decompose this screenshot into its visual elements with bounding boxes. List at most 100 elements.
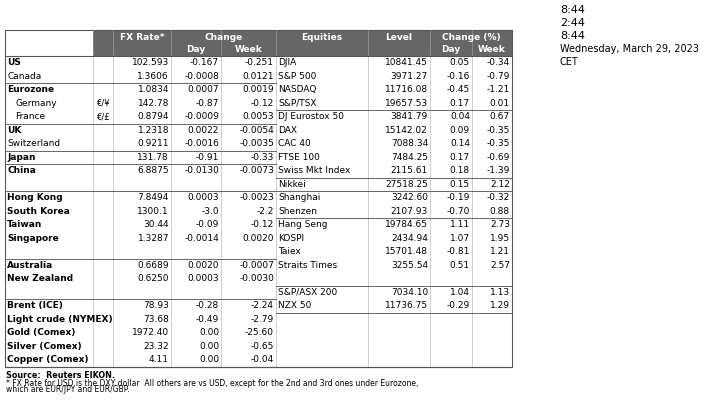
Text: 0.00: 0.00 <box>199 328 219 337</box>
Text: 11736.75: 11736.75 <box>385 301 428 310</box>
Text: 0.0053: 0.0053 <box>242 112 274 121</box>
Text: -0.0016: -0.0016 <box>184 139 219 148</box>
Text: -0.91: -0.91 <box>196 153 219 162</box>
Text: 8:44: 8:44 <box>560 5 585 15</box>
Text: -0.0035: -0.0035 <box>239 139 274 148</box>
Text: 0.17: 0.17 <box>450 99 470 108</box>
Text: Taiwan: Taiwan <box>7 220 42 229</box>
Text: 0.00: 0.00 <box>199 355 219 364</box>
Text: FX Rate*: FX Rate* <box>119 32 164 42</box>
Text: UK: UK <box>7 126 21 135</box>
Text: 2.73: 2.73 <box>490 220 510 229</box>
Text: -0.0073: -0.0073 <box>239 166 274 175</box>
Text: 7484.25: 7484.25 <box>391 153 428 162</box>
Text: 131.78: 131.78 <box>137 153 169 162</box>
Text: -0.34: -0.34 <box>487 58 510 67</box>
Text: -0.32: -0.32 <box>487 193 510 202</box>
Text: -0.04: -0.04 <box>251 355 274 364</box>
Text: 1.2318: 1.2318 <box>137 126 169 135</box>
Text: 0.88: 0.88 <box>490 207 510 216</box>
Text: -0.0009: -0.0009 <box>184 112 219 121</box>
Text: 0.0020: 0.0020 <box>242 234 274 243</box>
Text: 0.6689: 0.6689 <box>137 261 169 270</box>
Text: South Korea: South Korea <box>7 207 70 216</box>
Text: €/£: €/£ <box>97 112 109 121</box>
Text: NZX 50: NZX 50 <box>278 301 311 310</box>
Text: Source:  Reuters EIKON.: Source: Reuters EIKON. <box>6 370 115 380</box>
Text: Swiss Mkt Index: Swiss Mkt Index <box>278 166 350 175</box>
Text: 0.0003: 0.0003 <box>187 193 219 202</box>
Text: DJIA: DJIA <box>278 58 296 67</box>
Text: Australia: Australia <box>7 261 53 270</box>
Text: Canada: Canada <box>7 72 41 81</box>
Text: US: US <box>7 58 21 67</box>
Text: Eurozone: Eurozone <box>7 85 54 94</box>
Text: 19784.65: 19784.65 <box>385 220 428 229</box>
Text: 142.78: 142.78 <box>137 99 169 108</box>
Text: Equities: Equities <box>302 32 342 42</box>
Text: -0.29: -0.29 <box>447 301 470 310</box>
Text: S&P/TSX: S&P/TSX <box>278 99 317 108</box>
Text: Silver (Comex): Silver (Comex) <box>7 342 82 351</box>
Text: Shanghai: Shanghai <box>278 193 320 202</box>
Text: 0.8794: 0.8794 <box>137 112 169 121</box>
Text: 0.18: 0.18 <box>450 166 470 175</box>
Text: Straits Times: Straits Times <box>278 261 337 270</box>
Bar <box>5 30 512 366</box>
Text: Change: Change <box>204 32 242 42</box>
Text: Week: Week <box>235 46 262 54</box>
Text: -2.2: -2.2 <box>257 207 274 216</box>
Text: -0.70: -0.70 <box>447 207 470 216</box>
Text: Wednesday, March 29, 2023: Wednesday, March 29, 2023 <box>560 44 699 54</box>
Text: 0.0121: 0.0121 <box>242 72 274 81</box>
Text: Change (%): Change (%) <box>442 32 500 42</box>
Text: 0.6250: 0.6250 <box>137 274 169 283</box>
Text: -0.35: -0.35 <box>487 126 510 135</box>
Text: -0.49: -0.49 <box>196 315 219 324</box>
Text: -0.65: -0.65 <box>251 342 274 351</box>
Text: 3242.60: 3242.60 <box>391 193 428 202</box>
Text: 0.15: 0.15 <box>450 180 470 189</box>
Text: 19657.53: 19657.53 <box>385 99 428 108</box>
Text: CAC 40: CAC 40 <box>278 139 311 148</box>
Text: S&P 500: S&P 500 <box>278 72 316 81</box>
Text: New Zealand: New Zealand <box>7 274 73 283</box>
Text: 0.05: 0.05 <box>450 58 470 67</box>
Text: 30.44: 30.44 <box>144 220 169 229</box>
Text: -0.35: -0.35 <box>487 139 510 148</box>
Text: Switzerland: Switzerland <box>7 139 60 148</box>
Text: 0.0003: 0.0003 <box>187 274 219 283</box>
Text: -0.0030: -0.0030 <box>239 274 274 283</box>
Text: 7088.34: 7088.34 <box>391 139 428 148</box>
Text: -0.81: -0.81 <box>447 247 470 256</box>
Text: -0.69: -0.69 <box>487 153 510 162</box>
Text: 0.09: 0.09 <box>450 126 470 135</box>
Text: -3.0: -3.0 <box>202 207 219 216</box>
Text: Taiex: Taiex <box>278 247 301 256</box>
Text: Brent (ICE): Brent (ICE) <box>7 301 63 310</box>
Text: -0.19: -0.19 <box>447 193 470 202</box>
Text: Nikkei: Nikkei <box>278 180 306 189</box>
Text: China: China <box>7 166 36 175</box>
Text: FTSE 100: FTSE 100 <box>278 153 320 162</box>
Text: DJ Eurostox 50: DJ Eurostox 50 <box>278 112 344 121</box>
Text: -0.45: -0.45 <box>447 85 470 94</box>
Text: S&P/ASX 200: S&P/ASX 200 <box>278 288 337 297</box>
Text: 0.67: 0.67 <box>490 112 510 121</box>
Text: 1.3287: 1.3287 <box>137 234 169 243</box>
Text: 7.8494: 7.8494 <box>137 193 169 202</box>
Text: Day: Day <box>441 46 460 54</box>
Text: 0.0020: 0.0020 <box>187 261 219 270</box>
Text: -0.33: -0.33 <box>251 153 274 162</box>
Bar <box>276 30 512 44</box>
Text: -0.09: -0.09 <box>196 220 219 229</box>
Text: 0.51: 0.51 <box>450 261 470 270</box>
Text: -1.21: -1.21 <box>487 85 510 94</box>
Text: 1.21: 1.21 <box>490 247 510 256</box>
Text: 8:44: 8:44 <box>560 31 585 41</box>
Text: * FX Rate for USD is the DXY dollar  All others are vs USD, except for the 2nd a: * FX Rate for USD is the DXY dollar All … <box>6 378 418 388</box>
Text: 2434.94: 2434.94 <box>391 234 428 243</box>
Text: 2:44: 2:44 <box>560 18 585 28</box>
Text: Japan: Japan <box>7 153 36 162</box>
Text: 73.68: 73.68 <box>143 315 169 324</box>
